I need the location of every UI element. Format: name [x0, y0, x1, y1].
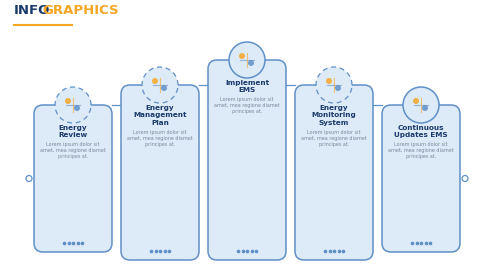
Text: GRAPHICS: GRAPHICS: [42, 4, 119, 17]
Circle shape: [248, 60, 254, 66]
Text: Energy
Management
Plan: Energy Management Plan: [133, 105, 187, 125]
Text: Continuous
Updates EMS: Continuous Updates EMS: [394, 125, 448, 138]
Circle shape: [422, 105, 428, 111]
Circle shape: [403, 87, 439, 123]
FancyBboxPatch shape: [208, 60, 286, 260]
FancyBboxPatch shape: [121, 85, 199, 260]
Circle shape: [161, 85, 167, 91]
Circle shape: [26, 176, 32, 181]
Text: Energy
Monitoring
System: Energy Monitoring System: [312, 105, 356, 125]
FancyBboxPatch shape: [34, 105, 112, 252]
FancyBboxPatch shape: [295, 85, 373, 260]
Text: Lorem ipsum dolor sit
amet, mea regione diamet
principes at.: Lorem ipsum dolor sit amet, mea regione …: [127, 130, 193, 147]
Text: Lorem ipsum dolor sit
amet, mea regione diamet
principes at.: Lorem ipsum dolor sit amet, mea regione …: [301, 130, 367, 147]
Circle shape: [74, 105, 80, 111]
Circle shape: [152, 78, 158, 84]
Text: Implement
EMS: Implement EMS: [225, 80, 269, 93]
Circle shape: [142, 67, 178, 103]
Circle shape: [55, 87, 91, 123]
Circle shape: [65, 98, 71, 104]
Text: Lorem ipsum dolor sit
amet, mea regione diamet
principes at.: Lorem ipsum dolor sit amet, mea regione …: [40, 142, 106, 159]
Text: Lorem ipsum dolor sit
amet, mea regione diamet
principes at.: Lorem ipsum dolor sit amet, mea regione …: [388, 142, 454, 159]
Text: Energy
Review: Energy Review: [58, 125, 87, 138]
Circle shape: [335, 85, 341, 91]
Circle shape: [462, 176, 468, 181]
Circle shape: [316, 67, 352, 103]
Text: INFO: INFO: [14, 4, 50, 17]
Circle shape: [326, 78, 332, 84]
Circle shape: [239, 53, 245, 59]
FancyBboxPatch shape: [382, 105, 460, 252]
Circle shape: [413, 98, 419, 104]
Text: Lorem ipsum dolor sit
amet, mea regione diamet
principes at.: Lorem ipsum dolor sit amet, mea regione …: [214, 97, 280, 115]
Circle shape: [229, 42, 265, 78]
